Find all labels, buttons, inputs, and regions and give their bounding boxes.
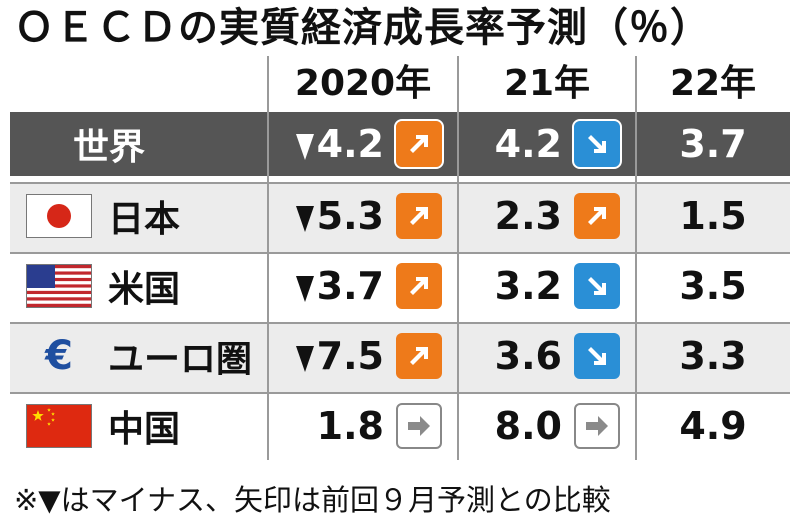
country-name: 中国 xyxy=(108,409,181,450)
japan-flag-icon xyxy=(26,194,92,238)
arrow-down-icon xyxy=(574,263,620,309)
value-cell: 4.2 xyxy=(458,112,636,176)
growth-value: 8.0 xyxy=(495,404,562,448)
growth-value: 1.8 xyxy=(317,404,384,448)
value-text: 4.2 xyxy=(494,122,562,166)
value-cell: 3.7 xyxy=(268,254,458,318)
row-label: 日本 xyxy=(10,184,268,248)
value-cell: 3.3 xyxy=(636,324,790,388)
us-flag-icon xyxy=(26,264,92,308)
value-text: 1.8 xyxy=(316,404,384,448)
value-text: 1.5 xyxy=(679,194,747,238)
column-header-21: 21年 xyxy=(503,63,591,104)
value-cell: 3.2 xyxy=(458,254,636,318)
row-label: 中国 xyxy=(10,394,268,458)
value-cell: 3.5 xyxy=(636,254,790,318)
table-row-world: 世界 4.2 4.2 3.7 xyxy=(10,112,790,176)
value-text: 3.7 xyxy=(316,264,384,308)
column-divider xyxy=(635,56,637,460)
value-cell: 2.3 xyxy=(458,184,636,248)
minus-triangle-icon xyxy=(295,345,314,372)
row-label: 世界 xyxy=(10,112,268,176)
value-text: 7.5 xyxy=(316,334,384,378)
value-cell: 8.0 xyxy=(458,394,636,458)
value-cell: 4.2 xyxy=(268,112,458,176)
growth-value: 7.5 xyxy=(295,334,384,378)
column-header-2020: 2020年 xyxy=(294,63,432,104)
growth-value: 4.2 xyxy=(295,122,384,166)
chart-title: ＯＥＣＤの実質経済成長率予測（％） xyxy=(14,5,711,51)
growth-value: 2.3 xyxy=(495,194,562,238)
value-cell: 1.8 xyxy=(268,394,458,458)
growth-value: 4.9 xyxy=(679,404,746,448)
country-name: ユーロ圏 xyxy=(108,339,253,380)
arrow-flat-icon xyxy=(396,403,442,449)
value-cell: 1.5 xyxy=(636,184,790,248)
growth-value: 5.3 xyxy=(295,194,384,238)
table-row: 中国 1.8 8.0 4.9 xyxy=(10,392,790,462)
growth-value: 3.7 xyxy=(679,122,746,166)
value-cell: 7.5 xyxy=(268,324,458,388)
minus-triangle-icon xyxy=(295,205,314,232)
value-text: 4.9 xyxy=(679,404,747,448)
table-row: 日本 5.3 2.3 1.5 xyxy=(10,182,790,252)
value-cell: 3.6 xyxy=(458,324,636,388)
minus-triangle-icon xyxy=(295,275,314,302)
growth-value: 3.3 xyxy=(679,334,746,378)
table-row: 米国 3.7 3.2 3.5 xyxy=(10,252,790,322)
column-divider xyxy=(457,56,459,460)
arrow-up-icon xyxy=(396,193,442,239)
minus-triangle-icon xyxy=(295,133,314,160)
country-name: 米国 xyxy=(108,269,181,310)
value-text: 3.6 xyxy=(494,334,562,378)
value-text: 3.5 xyxy=(679,264,747,308)
growth-value: 3.7 xyxy=(295,264,384,308)
arrow-flat-icon xyxy=(574,403,620,449)
growth-value: 4.2 xyxy=(495,122,562,166)
footnote: ※▼はマイナス、矢印は前回９月予測との比較 xyxy=(14,483,611,517)
value-text: 3.7 xyxy=(679,122,747,166)
growth-value: 3.5 xyxy=(679,264,746,308)
value-cell: 4.9 xyxy=(636,394,790,458)
arrow-up-icon xyxy=(394,119,444,169)
arrow-down-icon xyxy=(574,333,620,379)
euro-icon: € xyxy=(45,333,73,379)
row-label: € ユーロ圏 xyxy=(10,324,268,388)
value-text: 3.3 xyxy=(679,334,747,378)
value-cell: 5.3 xyxy=(268,184,458,248)
value-text: 2.3 xyxy=(494,194,562,238)
china-flag-icon xyxy=(26,404,92,448)
growth-value: 1.5 xyxy=(679,194,746,238)
column-header-22: 22年 xyxy=(669,63,757,104)
table-row: € ユーロ圏 7.5 3.6 3.3 xyxy=(10,322,790,392)
value-cell: 3.7 xyxy=(636,112,790,176)
arrow-up-icon xyxy=(574,193,620,239)
value-text: 3.2 xyxy=(494,264,562,308)
arrow-up-icon xyxy=(396,333,442,379)
arrow-up-icon xyxy=(396,263,442,309)
value-text: 4.2 xyxy=(316,122,384,166)
growth-value: 3.2 xyxy=(495,264,562,308)
arrow-down-icon xyxy=(572,119,622,169)
value-text: 5.3 xyxy=(316,194,384,238)
country-name: 世界 xyxy=(72,127,145,168)
country-name: 日本 xyxy=(108,199,181,240)
row-label: 米国 xyxy=(10,254,268,318)
growth-value: 3.6 xyxy=(495,334,562,378)
column-divider xyxy=(267,56,269,460)
value-text: 8.0 xyxy=(494,404,562,448)
